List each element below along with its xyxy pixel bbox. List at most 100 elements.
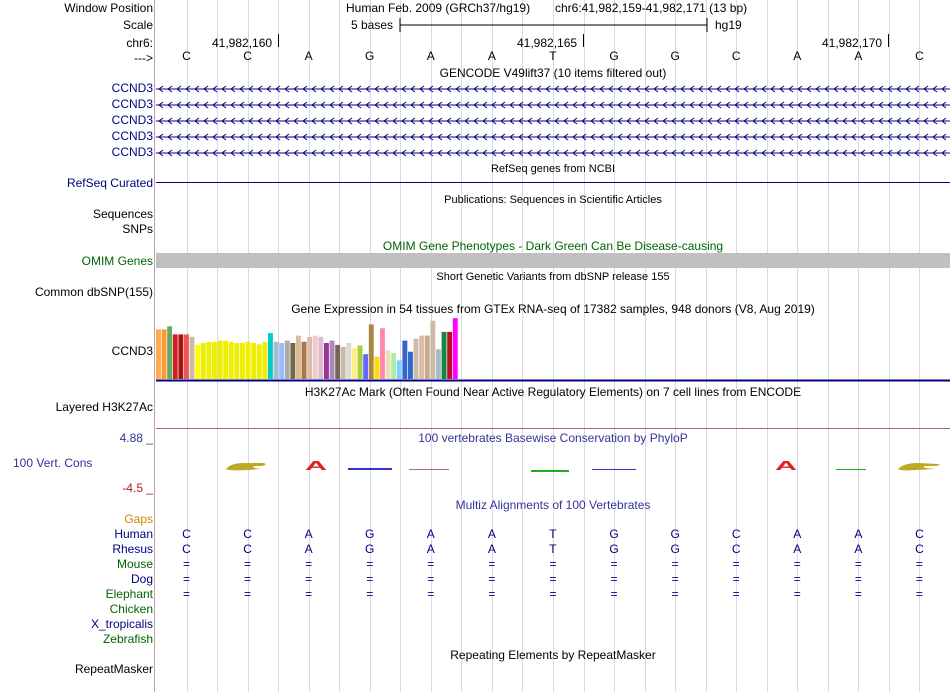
position-text[interactable]: chr6:41,982,159-41,982,171 (13 bp) [555,1,748,15]
gencode-item-label[interactable]: CCND3 [111,113,153,127]
gencode-transcript-line[interactable] [156,148,950,158]
species-label[interactable]: X_tropicalis [90,617,153,631]
species-label[interactable]: Human [114,527,153,541]
omim-feature-bar[interactable] [156,253,950,268]
gtex-bar[interactable] [385,350,391,380]
gtex-bar[interactable] [324,343,329,379]
gtex-bar[interactable] [413,338,419,379]
gtex-bar[interactable] [307,336,313,379]
gtex-bar[interactable] [245,341,251,379]
gencode-title[interactable]: GENCODE V49lift37 (10 items filtered out… [439,66,667,80]
gtex-bar[interactable] [363,354,369,379]
species-label[interactable]: Zebrafish [102,632,153,646]
alignment-base: = [182,557,190,571]
gtex-bar[interactable] [452,318,458,379]
species-label[interactable]: Elephant [105,587,153,601]
gtex-bar[interactable] [436,349,441,379]
cons-logo[interactable]: A A [156,455,950,477]
repeatmasker-label[interactable]: RepeatMasker [74,662,153,676]
multiz-title[interactable]: Multiz Alignments of 100 Vertebrates [455,498,651,512]
gtex-bar[interactable] [251,343,257,379]
gtex-bar[interactable] [368,324,374,379]
refseq-title[interactable]: RefSeq genes from NCBI [490,163,616,175]
repeatmasker-title[interactable]: Repeating Elements by RepeatMasker [450,648,656,662]
gtex-bar[interactable] [318,336,324,379]
omim-label[interactable]: OMIM Genes [81,254,153,268]
gtex-bar[interactable] [408,351,413,379]
gtex-bar[interactable] [189,336,195,379]
cons-title[interactable]: 100 vertebrates Basewise Conservation by… [418,431,688,445]
gtex-bar[interactable] [262,341,268,379]
gtex-bar[interactable] [290,343,296,379]
gtex-bar[interactable] [402,340,408,379]
publications-title[interactable]: Publications: Sequences in Scientific Ar… [444,194,662,206]
gtex-bar[interactable] [340,346,346,379]
gtex-bar[interactable] [312,335,318,379]
gtex-bar[interactable] [284,340,290,379]
gtex-bar[interactable] [195,344,201,379]
gtex-bar[interactable] [396,360,402,379]
omim-title[interactable]: OMIM Gene Phenotypes - Dark Green Can Be… [382,239,724,253]
gtex-bar[interactable] [430,320,436,379]
gtex-bar[interactable] [212,341,217,379]
gtex-bar[interactable] [441,331,447,379]
h3k27ac-label[interactable]: Layered H3K27Ac [55,400,153,414]
gencode-item-label[interactable]: CCND3 [111,145,153,159]
gtex-bar[interactable] [301,341,307,379]
gtex-bar[interactable] [279,343,285,379]
gtex-bar[interactable] [296,335,301,379]
gtex-bar[interactable] [391,353,397,379]
gtex-bar[interactable] [374,356,380,379]
gtex-bar[interactable] [172,334,178,379]
gtex-bar[interactable] [234,343,240,379]
species-label[interactable]: Dog [130,572,153,586]
gtex-bar[interactable] [346,343,352,379]
gtex-bar[interactable] [273,341,279,379]
gtex-bar[interactable] [217,340,223,379]
gtex-bar[interactable] [178,334,184,379]
gtex-title[interactable]: Gene Expression in 54 tissues from GTEx … [291,302,815,316]
gencode-item-label[interactable]: CCND3 [111,129,153,143]
species-label[interactable]: Rhesus [112,542,153,556]
gtex-bar[interactable] [240,343,245,379]
gencode-transcript-line[interactable] [156,132,950,142]
gencode-item-label[interactable]: CCND3 [111,97,153,111]
gencode-item-label[interactable]: CCND3 [111,81,153,95]
refseq-gene-line[interactable] [156,182,950,183]
gtex-bar[interactable] [184,334,189,379]
alignment-base: = [549,587,557,601]
dbsnp-label[interactable]: Common dbSNP(155) [34,285,153,299]
alignment-base: A [426,527,435,541]
gtex-bar[interactable] [357,345,363,380]
cons-label[interactable]: 100 Vert. Cons [13,456,93,470]
gtex-bar[interactable] [223,340,229,379]
gtex-chart[interactable] [156,314,950,384]
dbsnp-title[interactable]: Short Genetic Variants from dbSNP releas… [436,271,670,283]
gtex-bar[interactable] [380,328,385,379]
refseq-label[interactable]: RefSeq Curated [66,176,153,190]
gtex-bar[interactable] [156,329,161,379]
gtex-bar[interactable] [352,348,357,379]
gencode-transcript-line[interactable] [156,100,950,110]
gtex-bar[interactable] [335,344,341,379]
gtex-bar[interactable] [206,341,212,379]
gtex-bar[interactable] [424,335,430,379]
gtex-bar[interactable] [329,340,335,379]
alignment-base: C [182,527,191,541]
gtex-label[interactable]: CCND3 [111,344,153,358]
publications-label-sequences[interactable]: Sequences [92,207,153,221]
gencode-transcript-line[interactable] [156,84,950,94]
gtex-bar[interactable] [419,335,425,379]
gtex-bar[interactable] [268,333,273,379]
species-label[interactable]: Mouse [116,557,153,571]
h3k27ac-title[interactable]: H3K27Ac Mark (Often Found Near Active Re… [304,385,802,399]
gtex-bar[interactable] [256,344,262,379]
species-label[interactable]: Chicken [109,602,153,616]
gtex-bar[interactable] [200,343,206,379]
gtex-bar[interactable] [228,341,234,379]
gtex-bar[interactable] [167,326,173,379]
gtex-bar[interactable] [447,331,453,379]
gtex-bar[interactable] [161,329,167,379]
gencode-transcript-line[interactable] [156,116,950,126]
publications-label-snps[interactable]: SNPs [122,222,153,236]
